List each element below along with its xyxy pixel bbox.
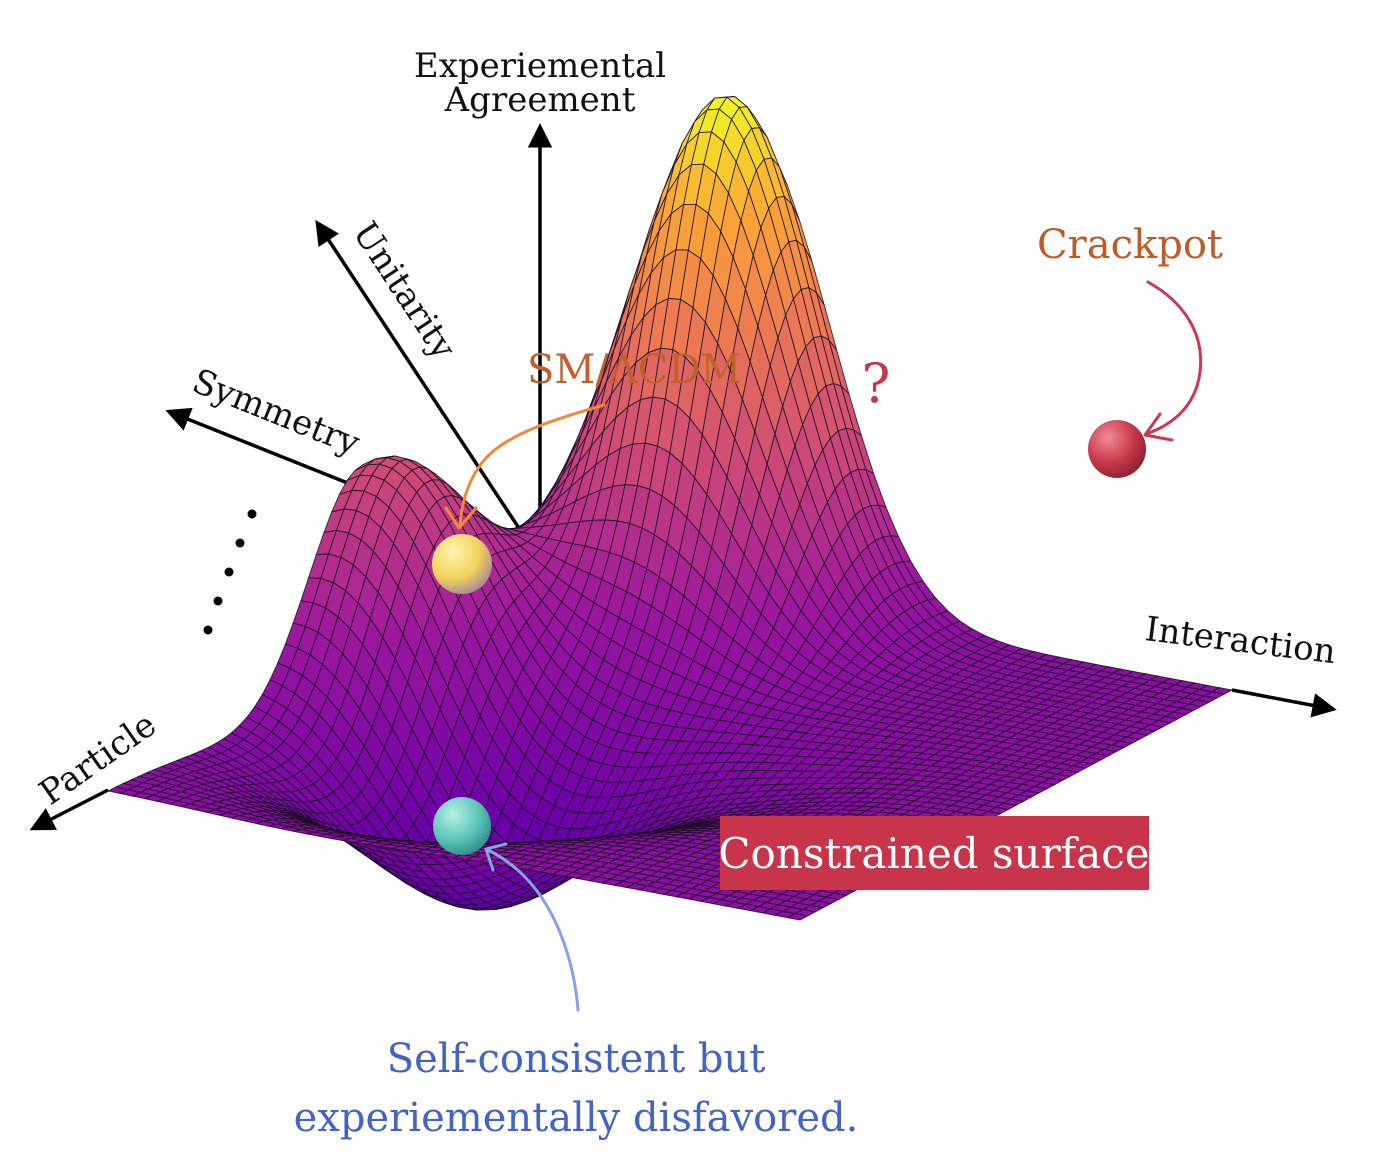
disfavored-ball bbox=[433, 797, 491, 855]
particle-axis bbox=[29, 788, 109, 831]
sm-lcdm-arrowhead bbox=[444, 506, 478, 530]
disfavored-arrowhead bbox=[484, 842, 508, 872]
vertical-axis-title-line2: Agreement bbox=[444, 80, 636, 120]
disfavored-label-line2: experiementally disfavored. bbox=[294, 1095, 859, 1141]
sm-lcdm-label: SM/ΛCDM bbox=[527, 347, 741, 393]
disfavored-label-line1: Self-consistent but bbox=[387, 1036, 766, 1082]
crackpot-ball bbox=[1088, 420, 1146, 478]
disfavored-arrow bbox=[486, 848, 580, 1012]
interaction-axis-label: Interaction bbox=[1143, 609, 1338, 672]
crackpot-arrow bbox=[1144, 280, 1203, 436]
sm-ball bbox=[432, 534, 492, 594]
unitarity-axis bbox=[315, 219, 542, 561]
constrained-surface-label: Constrained surface bbox=[718, 829, 1149, 878]
surface-cell bbox=[786, 913, 810, 921]
interaction-axis bbox=[1231, 688, 1337, 718]
more-axes-ellipsis bbox=[203, 509, 257, 635]
crackpot-label: Crackpot bbox=[1037, 222, 1223, 268]
vertical-axis-title-line1: Experiemental bbox=[414, 46, 666, 86]
crackpot-arrowhead bbox=[1143, 412, 1174, 442]
constrained-surface-banner bbox=[720, 816, 1149, 890]
constrained-surface-mesh bbox=[106, 96, 1234, 921]
question-mark: ? bbox=[862, 352, 891, 415]
symmetry-axis-label: Symmetry bbox=[187, 361, 366, 464]
axes-front bbox=[29, 688, 1337, 831]
sm-lcdm-arrow bbox=[458, 403, 606, 527]
